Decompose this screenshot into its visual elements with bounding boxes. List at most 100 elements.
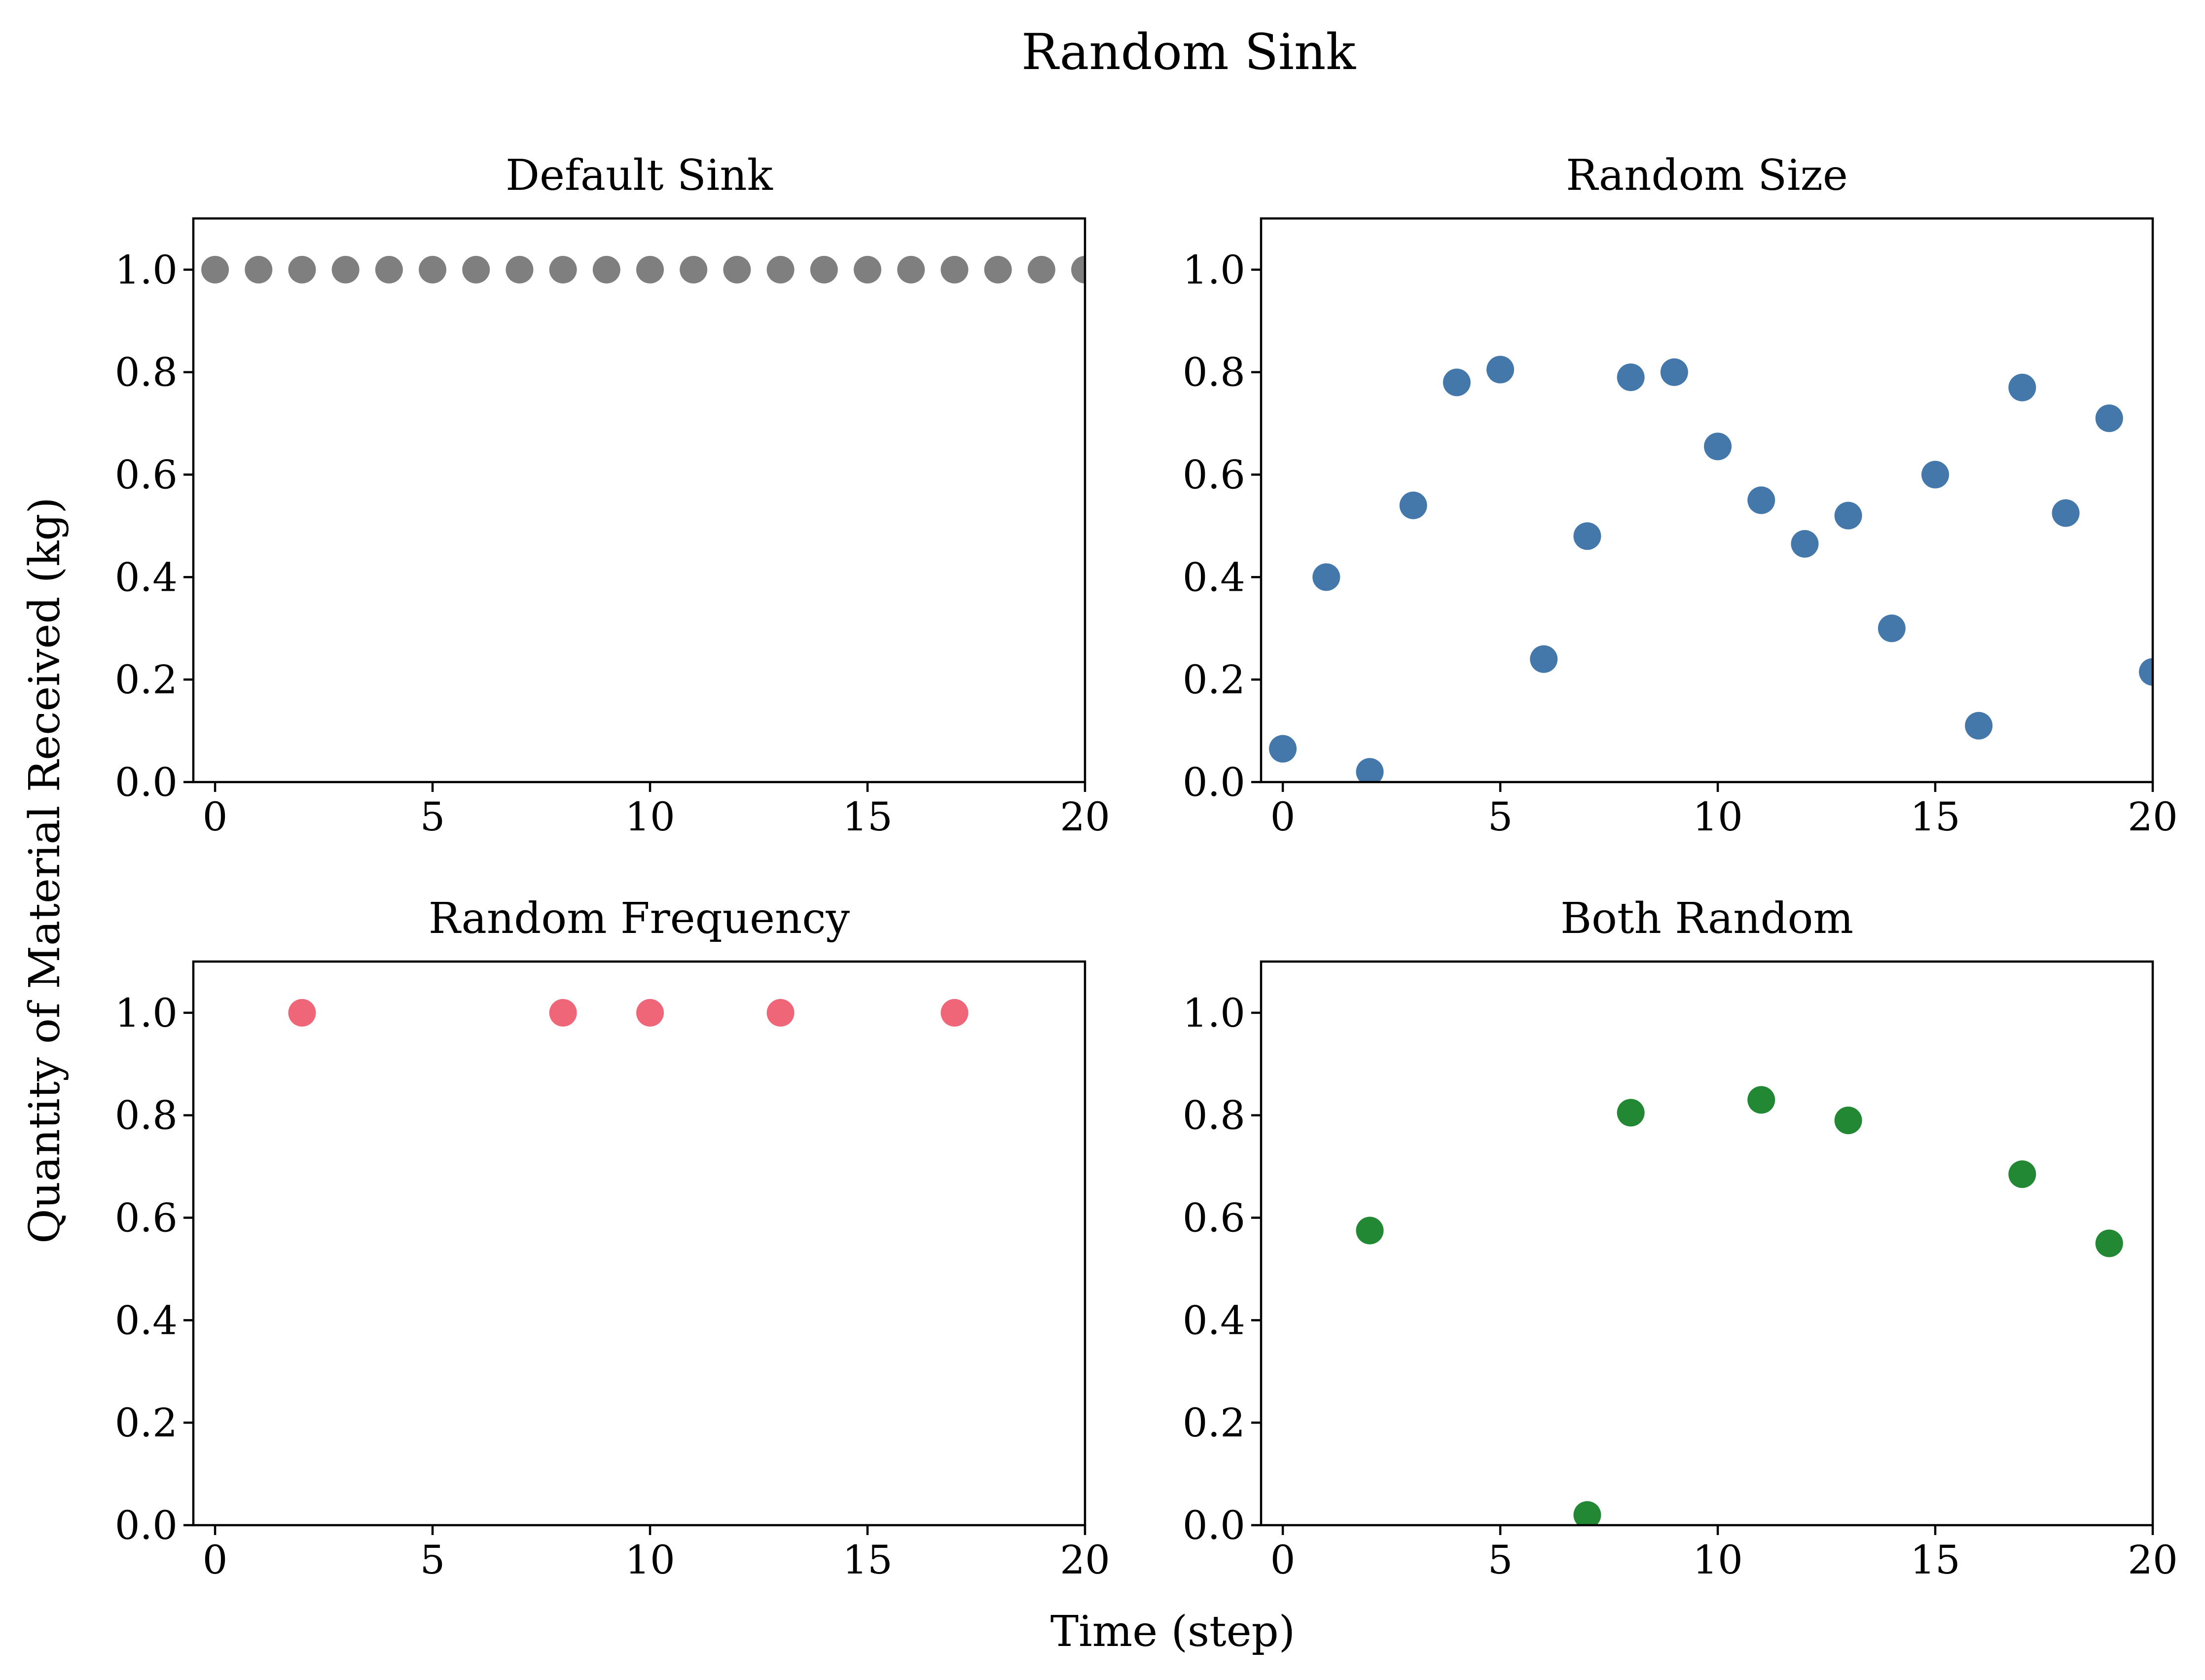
data-point [1965,712,1993,740]
y-tick-label: 0.8 [1183,1093,1245,1139]
x-tick-label: 5 [420,794,445,840]
panel-default-sink: Default Sink 0 5 10 15 20 0.0 0.2 0.4 0.6 0.8 1.0 [115,151,1110,840]
data-point [1747,486,1775,514]
data-point [1704,432,1732,461]
panels-group: Default Sink 0 5 10 15 20 0.0 0.2 0.4 0.6 0.8 1.0 Ra… [115,151,2178,1583]
data-point [592,255,620,284]
x-tick-label: 0 [203,794,228,840]
data-point [1617,1099,1645,1127]
panel-title-both-random: Both Random [1560,894,1853,943]
axes-frame-default-sink [192,217,1086,784]
x-tick-label: 15 [1910,794,1960,840]
data-point [2052,499,2080,527]
data-point [2095,1229,2123,1257]
y-tick-label: 0.0 [115,1502,178,1548]
y-tick-label: 1.0 [1183,990,1245,1036]
x-tick-label: 20 [2128,794,2178,840]
y-tick-label: 1.0 [115,990,178,1036]
points-random-size [1269,356,2153,782]
data-point [723,255,751,284]
y-tick-label: 0.0 [1183,759,1245,805]
figure-title: Random Sink [1021,23,1356,81]
axes-frame-both-random [1260,960,2154,1527]
data-point [1356,1216,1384,1245]
data-point [1747,1086,1775,1114]
data-point [1530,645,1558,673]
x-tick-label: 15 [1910,1537,1960,1583]
data-point [549,999,577,1027]
data-point [331,255,360,284]
y-tick-label: 1.0 [115,247,178,293]
x-tick-label: 0 [203,1537,228,1583]
y-axis-label: Quantity of Material Received (kg) [20,497,70,1244]
x-tick-label: 10 [625,1537,675,1583]
y-tick-label: 0.4 [115,554,178,600]
data-point [201,255,229,284]
data-point [1443,368,1471,396]
y-tick-label: 0.8 [115,1093,178,1139]
y-tick-label: 0.8 [115,350,178,395]
data-point [1269,735,1297,763]
data-point [2095,404,2123,432]
y-tick-label: 0.4 [115,1297,178,1343]
data-point [1660,358,1688,386]
data-point [1027,255,1055,284]
axes-frame-random-size [1260,217,2154,784]
data-point [984,255,1012,284]
panel-title-random-size: Random Size [1566,151,1848,200]
data-point [1399,491,1427,519]
y-tick-label: 0.6 [1183,1195,1245,1241]
data-point [897,255,925,284]
x-tick-label: 20 [2128,1537,2178,1583]
data-point [245,255,273,284]
y-tick-label: 0.2 [1183,657,1245,703]
x-tick-label: 20 [1060,794,1110,840]
x-tick-label: 10 [625,794,675,840]
x-tick-label: 20 [1060,1537,1110,1583]
x-tick-label: 0 [1270,794,1296,840]
data-point [940,255,969,284]
y-tick-label: 0.6 [1183,452,1245,498]
data-point [288,999,316,1027]
x-tick-label: 15 [842,1537,893,1583]
data-point [1071,255,1085,284]
data-point [2139,658,2153,686]
data-point [1486,356,1515,384]
data-point [2008,1160,2036,1188]
x-axis-label: Time (step) [1050,1607,1295,1656]
points-random-frequency [288,999,969,1027]
data-point [680,255,708,284]
data-point [1573,522,1601,550]
data-point [1312,563,1340,591]
x-tick-label: 5 [1488,1537,1513,1583]
y-tick-label: 0.6 [115,1195,178,1241]
data-point [549,255,577,284]
points-default-sink [201,255,1085,284]
y-tick-label: 1.0 [1183,247,1245,293]
data-point [288,255,316,284]
panel-title-default-sink: Default Sink [506,151,773,200]
y-tick-label: 0.0 [115,759,178,805]
x-tick-label: 5 [420,1537,445,1583]
data-point [636,255,664,284]
panel-title-random-frequency: Random Frequency [429,894,850,943]
y-tick-label: 0.2 [1183,1400,1245,1446]
data-point [1921,461,1950,489]
x-tick-label: 5 [1488,794,1513,840]
panel-both-random: Both Random 0 5 10 15 20 0.0 0.2 0.4 0.6 0.8 1.0 [1183,894,2178,1583]
data-point [1878,614,1906,643]
data-point [2008,373,2036,401]
data-point [766,255,795,284]
data-point [854,255,882,284]
y-tick-label: 0.0 [1183,1502,1245,1548]
x-tick-label: 10 [1693,1537,1743,1583]
data-point [462,255,490,284]
y-tick-label: 0.8 [1183,350,1245,395]
x-tick-label: 10 [1693,794,1743,840]
data-point [375,255,403,284]
y-tick-label: 0.2 [115,1400,178,1446]
data-point [1573,1501,1601,1525]
data-point [419,255,447,284]
